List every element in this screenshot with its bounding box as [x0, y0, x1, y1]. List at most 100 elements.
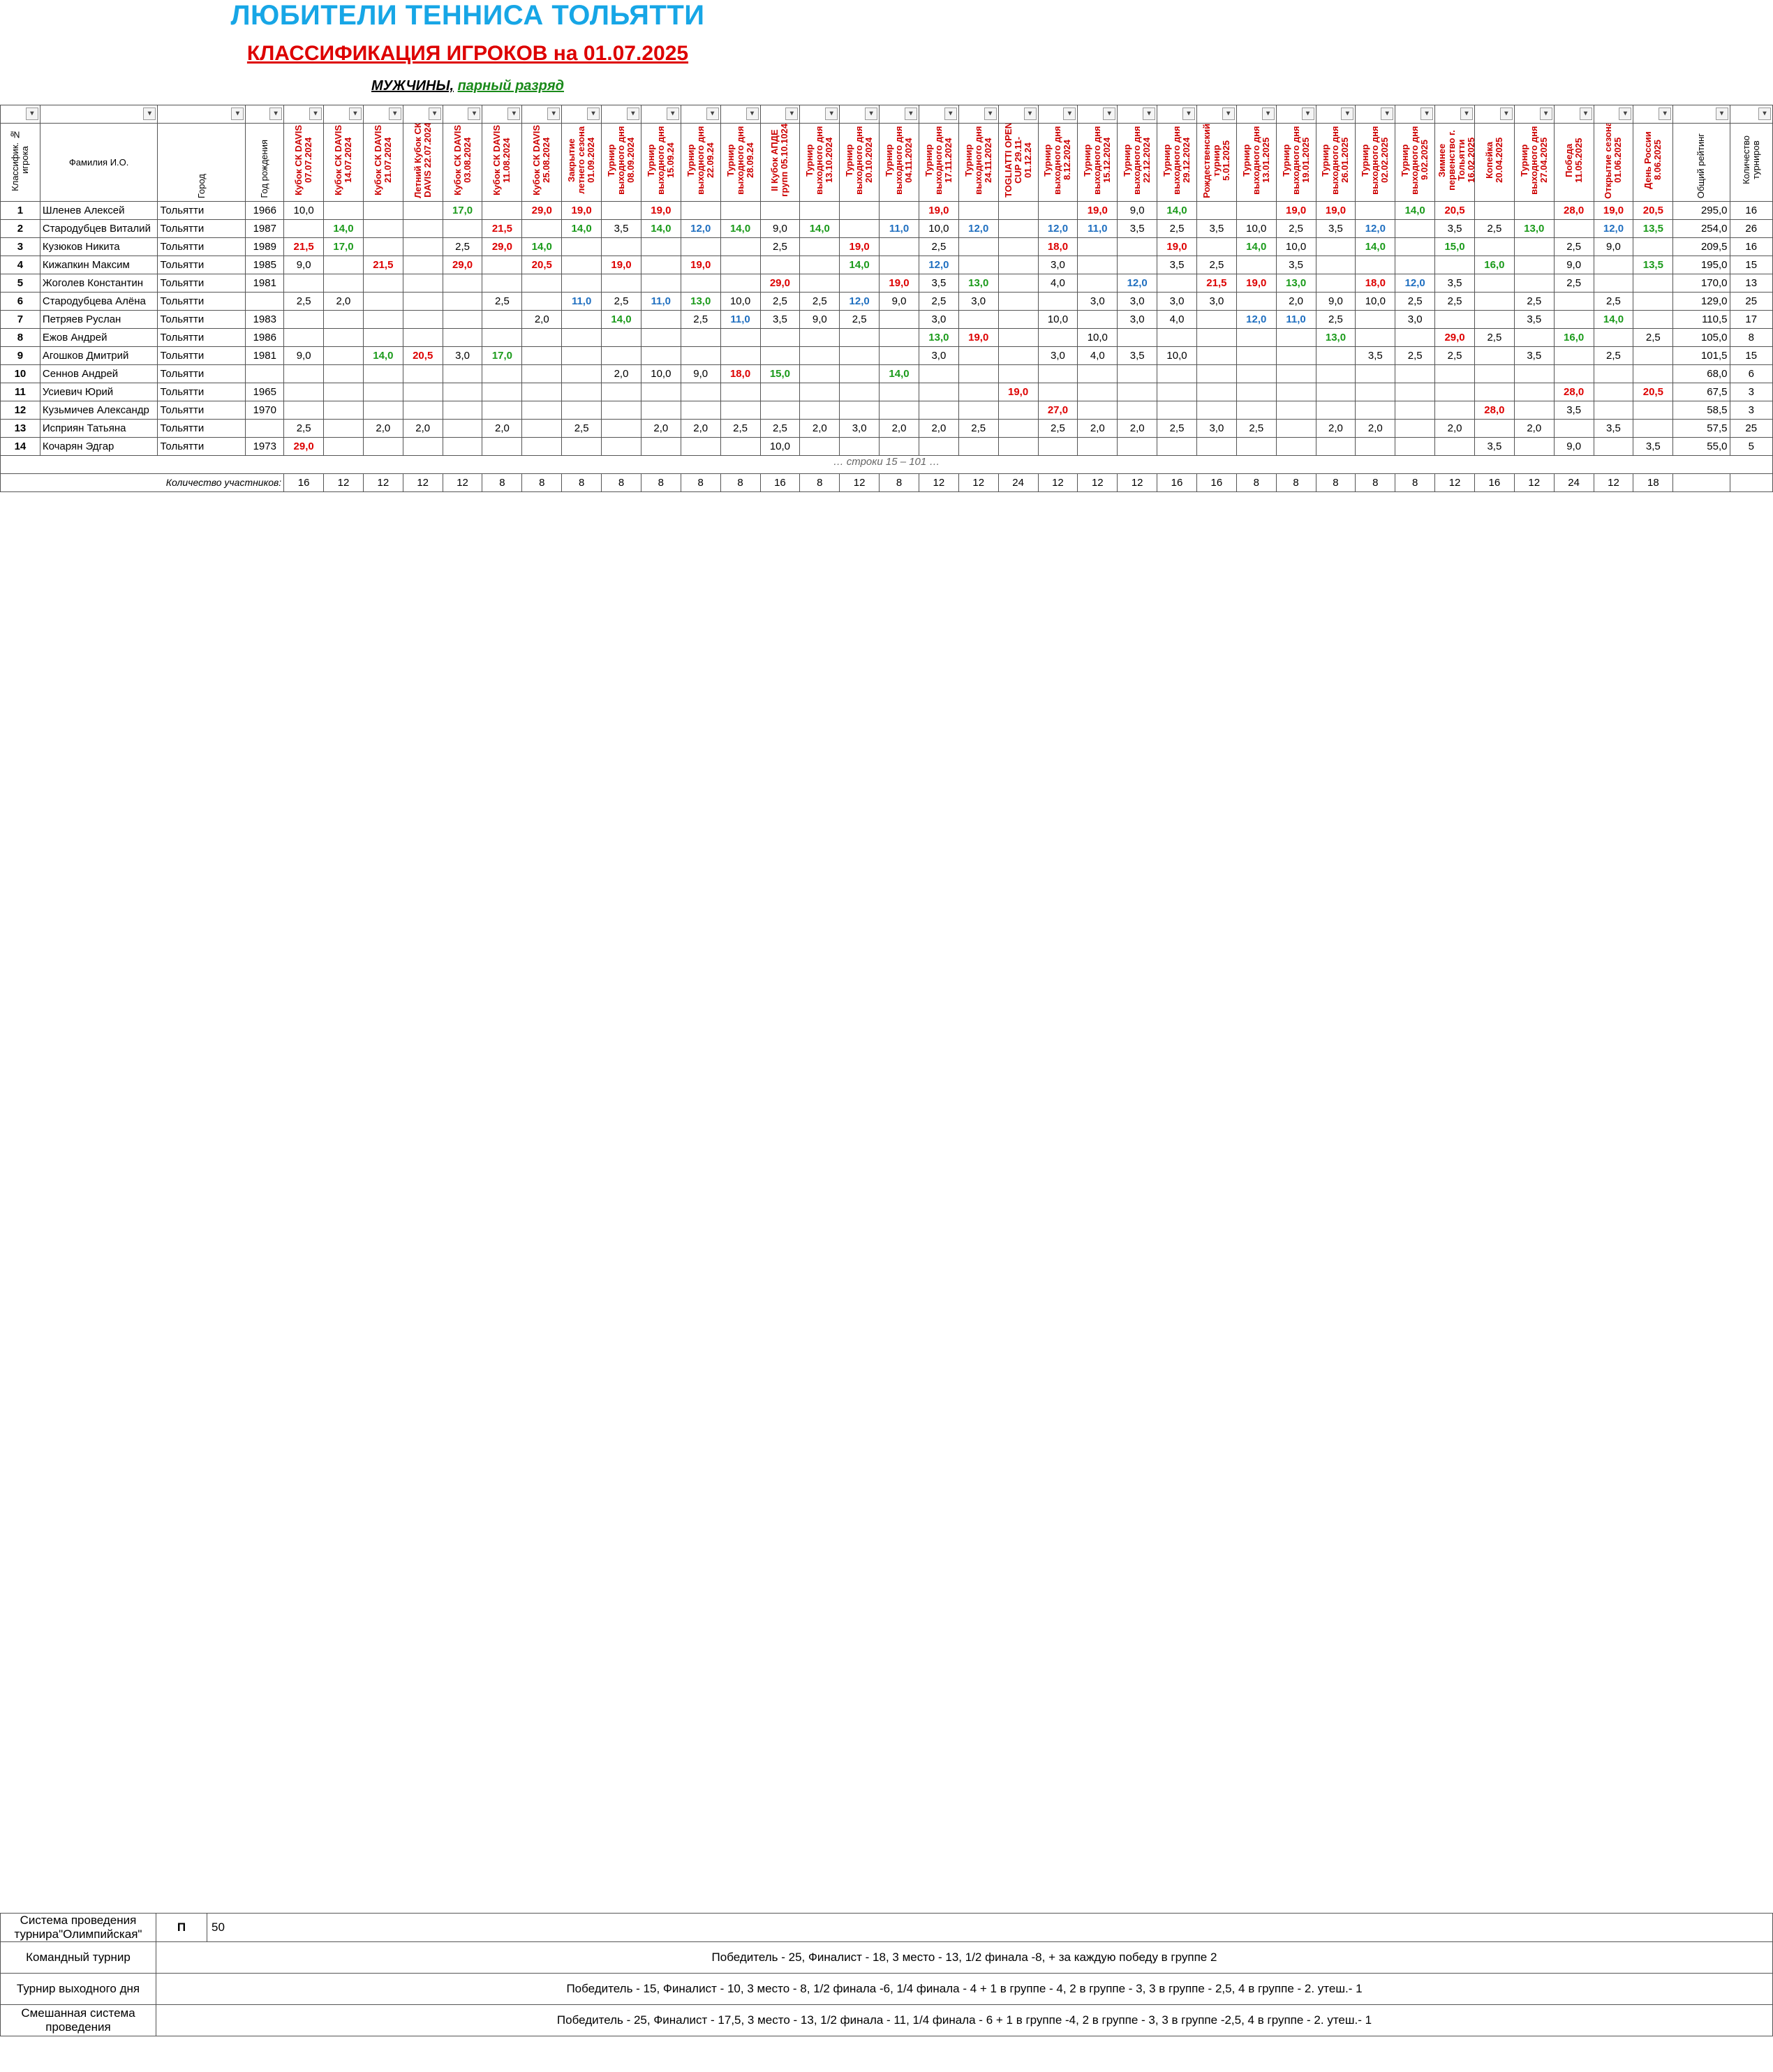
filter-dropdown-icon[interactable]: ▾	[1659, 108, 1672, 120]
filter-dropdown-icon[interactable]: ▾	[1460, 108, 1473, 120]
score-cell	[1275, 418, 1316, 438]
score-cell	[720, 346, 761, 365]
score-cell	[1157, 273, 1197, 293]
score-cell: 3,0	[442, 346, 483, 365]
score-cell	[1355, 436, 1396, 456]
filter-dropdown-icon[interactable]: ▾	[428, 108, 441, 120]
section-type: парный разряд	[457, 78, 564, 94]
col-header-name-label: Фамилия И.О.	[68, 156, 129, 168]
player-rank: 12	[0, 400, 40, 420]
score-cell	[839, 346, 880, 365]
filter-dropdown-icon[interactable]: ▾	[944, 108, 957, 120]
filter-dropdown-icon[interactable]: ▾	[348, 108, 362, 120]
filter-cell: ▾	[1633, 105, 1674, 124]
filter-dropdown-icon[interactable]: ▾	[1063, 108, 1076, 120]
filter-dropdown-icon[interactable]: ▾	[507, 108, 521, 120]
score-cell	[720, 400, 761, 420]
filter-dropdown-icon[interactable]: ▾	[1758, 108, 1771, 120]
filter-dropdown-icon[interactable]: ▾	[1301, 108, 1314, 120]
filter-dropdown-icon[interactable]: ▾	[547, 108, 561, 120]
score-cell	[601, 400, 641, 420]
score-cell	[1633, 418, 1674, 438]
score-cell	[1037, 364, 1078, 383]
filter-dropdown-icon[interactable]: ▾	[1261, 108, 1275, 120]
filter-dropdown-icon[interactable]: ▾	[1420, 108, 1434, 120]
score-cell	[680, 346, 721, 365]
filter-dropdown-icon[interactable]: ▾	[825, 108, 838, 120]
filter-dropdown-icon[interactable]: ▾	[1539, 108, 1552, 120]
filter-dropdown-icon[interactable]: ▾	[1143, 108, 1156, 120]
filter-dropdown-icon[interactable]: ▾	[231, 108, 244, 120]
score-cell	[442, 219, 483, 238]
score-cell	[1037, 327, 1078, 347]
filter-dropdown-icon[interactable]: ▾	[865, 108, 878, 120]
player-count: 16	[1729, 237, 1773, 256]
player-count: 25	[1729, 291, 1773, 311]
filter-dropdown-icon[interactable]: ▾	[1499, 108, 1513, 120]
participants-count: 8	[1275, 473, 1316, 492]
tournament-label: Турнир выходного дня 13.10.2024	[804, 126, 835, 195]
filter-dropdown-icon[interactable]: ▾	[143, 108, 156, 120]
filter-dropdown-icon[interactable]: ▾	[309, 108, 322, 120]
filter-dropdown-icon[interactable]: ▾	[666, 108, 679, 120]
participants-count: 12	[1117, 473, 1158, 492]
score-cell	[997, 436, 1039, 456]
score-cell	[601, 200, 641, 220]
player-total: 209,5	[1672, 237, 1730, 256]
score-cell	[879, 327, 919, 347]
score-cell	[720, 382, 761, 401]
filter-dropdown-icon[interactable]: ▾	[1381, 108, 1394, 120]
filter-dropdown-icon[interactable]: ▾	[1103, 108, 1116, 120]
score-cell: 3,0	[1077, 291, 1118, 311]
score-cell: 2,0	[362, 418, 403, 438]
filter-dropdown-icon[interactable]: ▾	[1222, 108, 1235, 120]
score-cell	[1633, 309, 1674, 329]
filter-dropdown-icon[interactable]: ▾	[1023, 108, 1037, 120]
filter-dropdown-icon[interactable]: ▾	[1619, 108, 1632, 120]
filter-dropdown-icon[interactable]: ▾	[25, 108, 38, 120]
score-cell: 11,0	[1077, 219, 1118, 238]
filter-cell: ▾	[561, 105, 602, 124]
player-total: 57,5	[1672, 418, 1730, 438]
score-cell: 13,0	[958, 273, 999, 293]
score-cell	[640, 273, 681, 293]
score-cell: 2,5	[1593, 291, 1634, 311]
filter-cell: ▾	[1077, 105, 1118, 124]
filter-dropdown-icon[interactable]: ▾	[1579, 108, 1592, 120]
filter-dropdown-icon[interactable]: ▾	[745, 108, 759, 120]
filter-dropdown-icon[interactable]: ▾	[785, 108, 799, 120]
score-cell	[1275, 436, 1316, 456]
score-cell	[442, 382, 483, 401]
player-name: Стародубцева Алёна	[39, 291, 158, 311]
filter-cell: ▾	[958, 105, 999, 124]
filter-dropdown-icon[interactable]: ▾	[626, 108, 639, 120]
filter-dropdown-icon[interactable]: ▾	[984, 108, 997, 120]
score-cell	[442, 400, 483, 420]
filter-dropdown-icon[interactable]: ▾	[1341, 108, 1354, 120]
player-total: 195,0	[1672, 255, 1730, 274]
score-cell	[1474, 200, 1515, 220]
score-cell	[1395, 382, 1436, 401]
score-cell	[958, 436, 999, 456]
filter-dropdown-icon[interactable]: ▾	[1182, 108, 1195, 120]
player-rank: 4	[0, 255, 40, 274]
filter-dropdown-icon[interactable]: ▾	[587, 108, 600, 120]
filter-dropdown-icon[interactable]: ▾	[706, 108, 719, 120]
filter-dropdown-icon[interactable]: ▾	[388, 108, 401, 120]
filter-dropdown-icon[interactable]: ▾	[1715, 108, 1728, 120]
filter-dropdown-icon[interactable]: ▾	[468, 108, 481, 120]
score-cell	[521, 273, 563, 293]
player-total: 68,0	[1672, 364, 1730, 383]
filter-dropdown-icon[interactable]: ▾	[269, 108, 283, 120]
score-cell	[601, 418, 641, 438]
score-cell: 17,0	[482, 346, 523, 365]
score-cell: 28,0	[1474, 400, 1515, 420]
score-cell: 2,0	[1117, 418, 1158, 438]
tournament-label: Победа 11.05.2025	[1563, 138, 1584, 183]
legend-row: Командный турнир Победитель - 25, Финалис…	[0, 1941, 1773, 1974]
score-cell	[1395, 327, 1436, 347]
filter-dropdown-icon[interactable]: ▾	[904, 108, 917, 120]
player-city: Тольятти	[157, 364, 246, 383]
table-row: 5 Жоголев Константин Тольятти 1981 29,0 19,0 3…	[0, 273, 1773, 293]
player-year: 1987	[245, 219, 285, 238]
